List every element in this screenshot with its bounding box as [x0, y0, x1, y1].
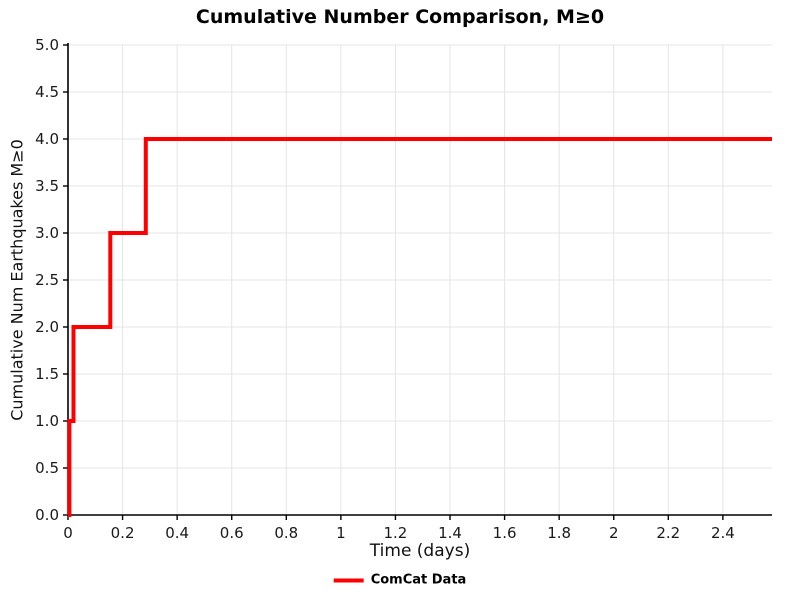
svg-text:2.4: 2.4: [711, 524, 735, 542]
svg-text:0.2: 0.2: [111, 524, 135, 542]
svg-text:1: 1: [336, 524, 346, 542]
legend: ComCat Data: [333, 572, 467, 588]
svg-text:1.2: 1.2: [384, 524, 408, 542]
x-axis-label: Time (days): [369, 541, 471, 561]
svg-text:3.5: 3.5: [35, 177, 59, 195]
svg-text:5.0: 5.0: [35, 36, 59, 54]
svg-text:0: 0: [63, 524, 73, 542]
svg-text:0.5: 0.5: [35, 459, 59, 477]
svg-text:1.0: 1.0: [35, 412, 59, 430]
svg-text:3.0: 3.0: [35, 224, 59, 242]
svg-text:1.5: 1.5: [35, 365, 59, 383]
svg-text:0.4: 0.4: [165, 524, 189, 542]
chart-title: Cumulative Number Comparison, M≥0: [195, 6, 605, 28]
svg-text:2.2: 2.2: [656, 524, 680, 542]
svg-text:4.0: 4.0: [35, 130, 59, 148]
svg-text:0.6: 0.6: [220, 524, 244, 542]
legend-label: ComCat Data: [370, 572, 467, 588]
svg-text:0.8: 0.8: [274, 524, 298, 542]
svg-text:0.0: 0.0: [35, 506, 59, 524]
svg-text:1.4: 1.4: [438, 524, 462, 542]
svg-text:2.0: 2.0: [35, 318, 59, 336]
svg-text:1.8: 1.8: [547, 524, 571, 542]
legend-line-swatch: [333, 578, 364, 582]
svg-text:2: 2: [609, 524, 619, 542]
svg-text:2.5: 2.5: [35, 271, 59, 289]
svg-text:4.5: 4.5: [35, 83, 59, 101]
svg-text:1.6: 1.6: [493, 524, 517, 542]
